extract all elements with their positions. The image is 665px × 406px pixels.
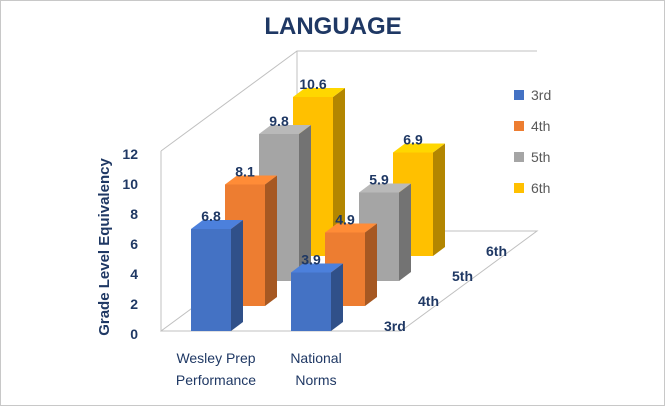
bars-group [191,88,445,331]
data-label: 10.6 [299,76,326,92]
bar-top [191,220,243,229]
depth-label: 3rd [384,318,406,334]
bar-top [225,175,277,185]
y-tick-label: 10 [122,176,138,192]
bar-top [293,88,345,97]
legend-label: 5th [531,149,550,165]
legend-swatch [514,152,524,162]
legend-item: 4th [514,118,550,134]
legend-item: 6th [514,180,550,196]
bar-front [191,229,231,331]
data-label: 9.8 [269,113,289,129]
y-tick-label: 4 [130,266,138,282]
legend-item: 3rd [514,87,551,103]
depth-label: 4th [418,293,439,309]
x-category-labels: Wesley Prep Performance National Norms [176,350,342,388]
y-tick-label: 12 [122,146,138,162]
data-label: 6.8 [201,208,221,224]
legend-swatch [514,183,524,193]
legend-swatch [514,90,524,100]
bar-side [333,88,345,256]
bar-side [231,220,243,331]
bar-side [399,183,411,281]
bar-side [365,223,377,306]
bar [293,88,345,256]
category-label: National [290,350,341,366]
bar-front [291,272,331,331]
depth-axis-labels: 3rd 4th 5th 6th [384,243,507,334]
bar-side [299,125,311,281]
data-label: 8.1 [235,164,255,180]
bar-top [259,125,311,134]
legend-item: 5th [514,149,550,165]
legend-label: 4th [531,118,550,134]
bar-side [433,143,445,256]
legend: 3rd 4th 5th 6th [514,87,551,196]
bar-top [393,143,445,153]
bar [191,220,243,331]
category-label: Performance [176,372,256,388]
bar-top [291,263,343,273]
bar-top [359,183,411,193]
data-label: 5.9 [369,172,389,188]
y-tick-label: 2 [130,296,138,312]
depth-label: 5th [452,268,473,284]
legend-label: 6th [531,180,550,196]
bar-top [325,223,377,233]
wall-top-edge [160,50,537,152]
data-label: 4.9 [335,212,355,228]
legend-label: 3rd [531,87,551,103]
y-axis-ticks: 0 2 4 6 8 10 12 [122,146,138,342]
y-tick-label: 6 [130,236,138,252]
y-tick-label: 0 [130,326,138,342]
legend-swatch [514,121,524,131]
chart-title: LANGUAGE [264,13,401,40]
data-labels-group: 10.6 6.9 9.8 5.9 8.1 4.9 6.8 3.9 [201,76,423,268]
bar-side [331,263,343,331]
data-label: 3.9 [301,252,321,268]
bar [291,263,343,331]
y-tick-label: 8 [130,206,138,222]
y-axis-title: Grade Level Equivalency [96,158,113,336]
category-label: Wesley Prep [176,350,255,366]
depth-label: 6th [486,243,507,259]
data-label: 6.9 [403,132,423,148]
bar-side [265,175,277,306]
category-label: Norms [295,372,336,388]
